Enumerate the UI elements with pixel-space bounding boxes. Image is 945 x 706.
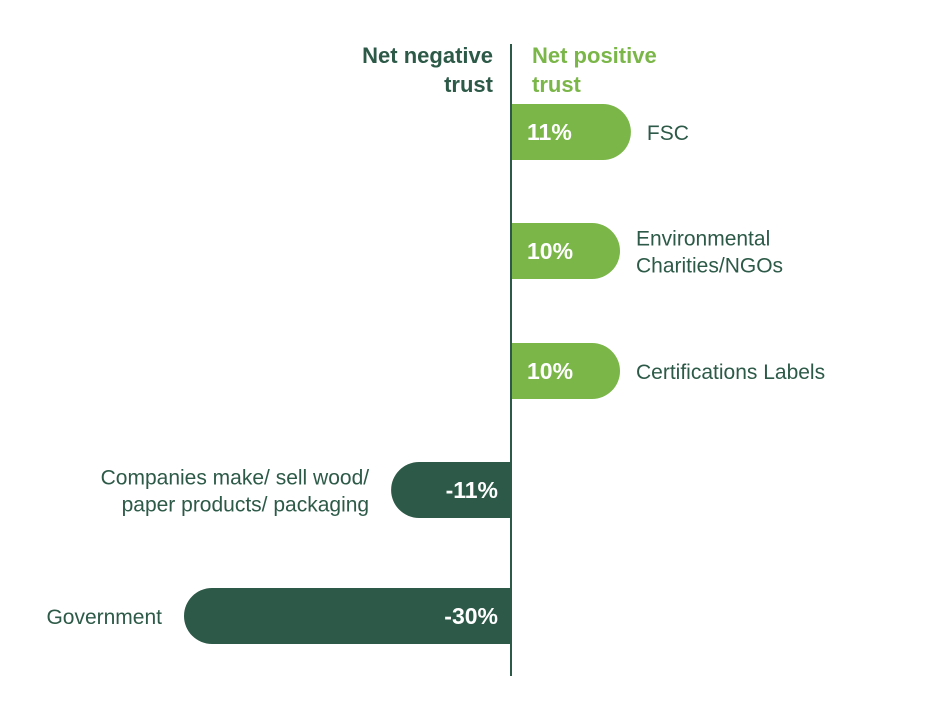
data-label: 11% xyxy=(527,119,572,145)
category-label: Certifications Labels xyxy=(636,361,825,384)
data-label: -11% xyxy=(446,477,498,503)
data-label: 10% xyxy=(527,358,573,384)
category-label-line: Government xyxy=(46,606,162,629)
positive-trust-header-line: Net positive xyxy=(532,43,657,68)
category-label-line: Environmental xyxy=(636,228,770,251)
chart-headers: Net negative trust Net positive trust xyxy=(362,43,657,97)
negative-trust-header: Net negative trust xyxy=(362,43,493,97)
category-label-line: Companies make/ sell wood/ xyxy=(101,467,370,490)
category-label: Environmental Charities/NGOs xyxy=(636,228,783,278)
negative-trust-header-line: trust xyxy=(444,72,494,97)
category-label: Companies make/ sell wood/paper products… xyxy=(101,467,370,517)
category-label: FSC xyxy=(647,122,689,145)
negative-trust-header-line: Net negative xyxy=(362,43,493,68)
category-label-line: Charities/NGOs xyxy=(636,255,783,278)
category-label: Government xyxy=(46,606,162,629)
data-label: -30% xyxy=(444,603,498,629)
category-label-line: paper products/ packaging xyxy=(122,494,370,517)
data-label: 10% xyxy=(527,238,573,264)
bar xyxy=(511,104,631,160)
category-label-line: FSC xyxy=(647,122,689,145)
bar xyxy=(391,462,511,518)
bars-group: 11% FSC 10% Environmental Charities/NGOs 10% C… xyxy=(46,104,825,644)
positive-trust-header-line: trust xyxy=(532,72,582,97)
bar xyxy=(511,223,620,279)
positive-trust-header: Net positive trust xyxy=(532,43,657,97)
bar xyxy=(511,343,620,399)
category-label-line: Certifications Labels xyxy=(636,361,825,384)
bar xyxy=(184,588,511,644)
